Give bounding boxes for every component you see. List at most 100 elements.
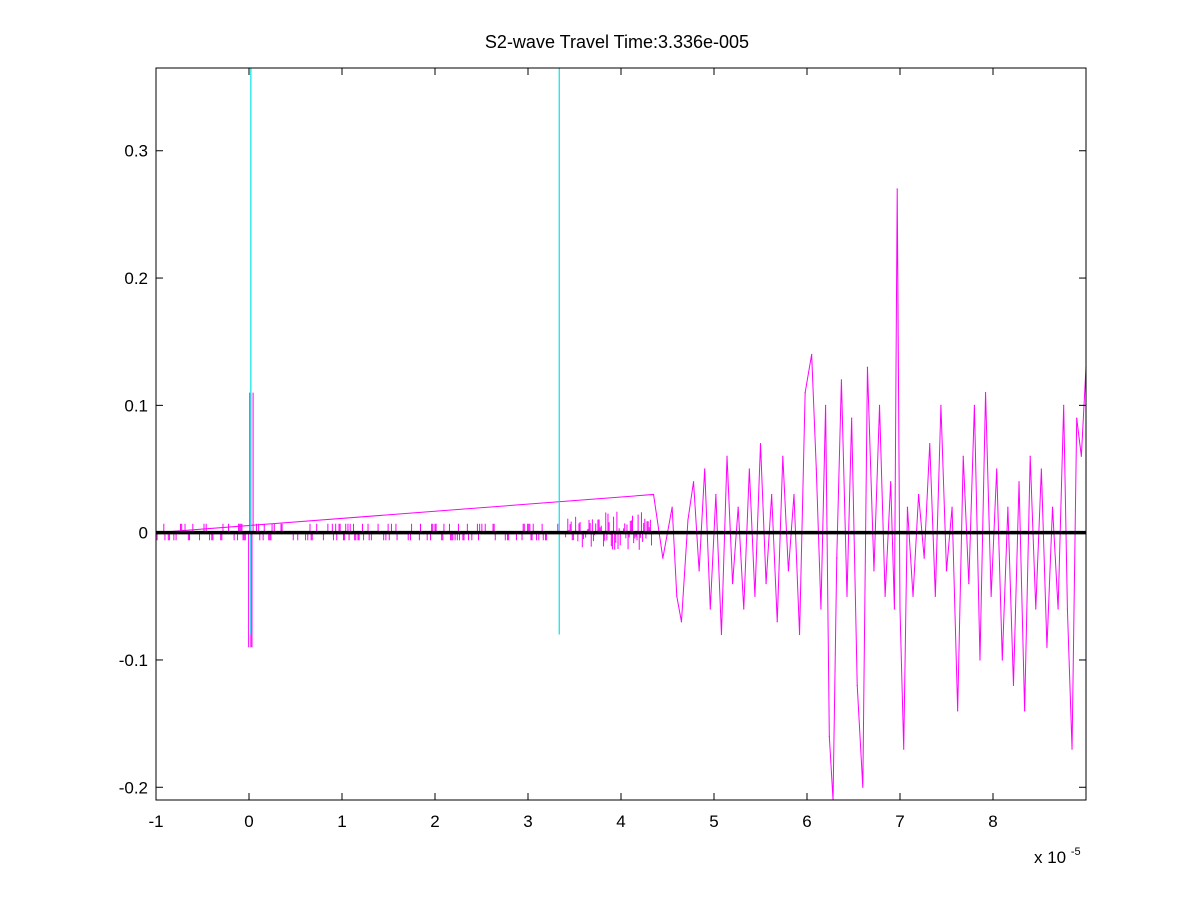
signal-point <box>698 570 700 572</box>
signal-point <box>1018 481 1020 483</box>
y-tick-label: 0 <box>139 524 148 543</box>
signal-point <box>692 481 695 483</box>
signal-point <box>962 455 964 457</box>
signal-point <box>840 379 843 381</box>
signal-point <box>912 595 914 597</box>
signal-point <box>979 659 981 661</box>
svg-text:x 10 -5: x 10 -5 <box>1034 846 1081 867</box>
signal-point <box>680 621 683 623</box>
signal-point <box>896 188 898 190</box>
signal-series <box>156 188 1086 800</box>
signal-point <box>787 570 790 572</box>
signal-point <box>1071 748 1073 750</box>
signal-line <box>156 188 1086 800</box>
signal-point <box>720 633 723 636</box>
signal-point <box>836 557 838 559</box>
signal-point <box>890 481 892 483</box>
signal-point <box>929 442 931 445</box>
signal-point <box>851 417 853 419</box>
signal-point <box>968 582 970 585</box>
x-tick-label: 5 <box>709 812 718 831</box>
x-tick-label: 3 <box>523 812 532 831</box>
signal-point <box>715 493 717 496</box>
y-tick-label: -0.1 <box>119 651 148 670</box>
signal-point <box>782 455 784 457</box>
x-tick-label: 7 <box>895 812 904 831</box>
signal-point <box>1066 608 1068 610</box>
signal-point <box>923 557 925 559</box>
signal-point <box>771 493 773 496</box>
signal-point <box>990 595 992 597</box>
x-exponent-base: x 10 <box>1034 848 1066 867</box>
signal-point <box>893 608 896 610</box>
signal-point <box>811 353 813 356</box>
signal-point <box>1040 468 1042 470</box>
signal-point <box>828 735 830 737</box>
signal-point <box>709 608 711 610</box>
signal-point <box>754 595 756 597</box>
signal-point <box>732 582 734 585</box>
signal-point <box>1057 608 1059 610</box>
signal-point <box>1035 608 1037 610</box>
signal-point <box>996 468 998 470</box>
signal-point <box>866 366 869 368</box>
signal-point <box>1051 506 1054 508</box>
signal-point <box>1012 684 1015 687</box>
arrival-markers <box>250 68 560 635</box>
signal-point <box>984 392 987 394</box>
signal-point <box>945 570 948 572</box>
x-tick-label: 2 <box>430 812 439 831</box>
y-tick-label: 0.2 <box>124 269 148 288</box>
signal-point <box>820 608 822 610</box>
plot-area <box>156 68 1086 800</box>
signal-point <box>804 392 806 394</box>
x-tick-label: 6 <box>802 812 811 831</box>
x-tick-label: 1 <box>337 812 346 831</box>
signal-point <box>662 557 664 559</box>
signal-point <box>903 748 905 750</box>
chart-title: S2-wave Travel Time:3.336e-005 <box>485 32 749 52</box>
signal-point <box>737 506 739 508</box>
signal-point <box>906 506 909 508</box>
signal-point <box>687 519 689 521</box>
signal-point <box>704 468 706 470</box>
y-tick-label: 0.1 <box>124 396 148 415</box>
signal-point <box>846 595 848 597</box>
signal-point <box>748 468 750 470</box>
signal-point <box>671 506 673 508</box>
x-tick-label: 0 <box>244 812 253 831</box>
signal-point <box>1024 710 1026 712</box>
signal-point <box>759 442 762 445</box>
signal-point <box>973 404 976 406</box>
signal-point <box>825 404 827 406</box>
signal-point <box>878 404 881 406</box>
signal-point <box>1001 659 1003 661</box>
y-tick-label: -0.2 <box>119 778 148 797</box>
signal-noise <box>156 392 654 648</box>
signal-point <box>1046 646 1048 648</box>
signal-point <box>884 595 886 597</box>
signal-point <box>918 493 920 496</box>
x-tick-label: 8 <box>988 812 997 831</box>
signal-point <box>726 455 728 457</box>
signal-point <box>934 595 936 597</box>
signal-point <box>957 710 959 712</box>
signal-point <box>798 633 801 636</box>
signal-point <box>765 582 767 585</box>
signal-point <box>899 608 901 610</box>
axis-ticks: -1 0 1 2 3 4 5 6 7 8 -0.2 -0.1 0 0.1 0.2 0.3 <box>119 68 1086 831</box>
signal-point <box>676 595 678 597</box>
signal-point <box>1029 455 1031 457</box>
x-tick-label: 4 <box>616 812 625 831</box>
axes-frame <box>155 67 1087 801</box>
y-tick-label: 0.3 <box>124 142 148 161</box>
signal-point <box>743 608 745 610</box>
signal-point <box>776 621 778 623</box>
signal-point <box>652 493 655 496</box>
signal-point <box>1063 404 1065 406</box>
signal-point <box>862 786 864 788</box>
signal-point <box>793 493 795 496</box>
signal-point <box>1076 417 1078 419</box>
x-tick-label: -1 <box>148 812 163 831</box>
